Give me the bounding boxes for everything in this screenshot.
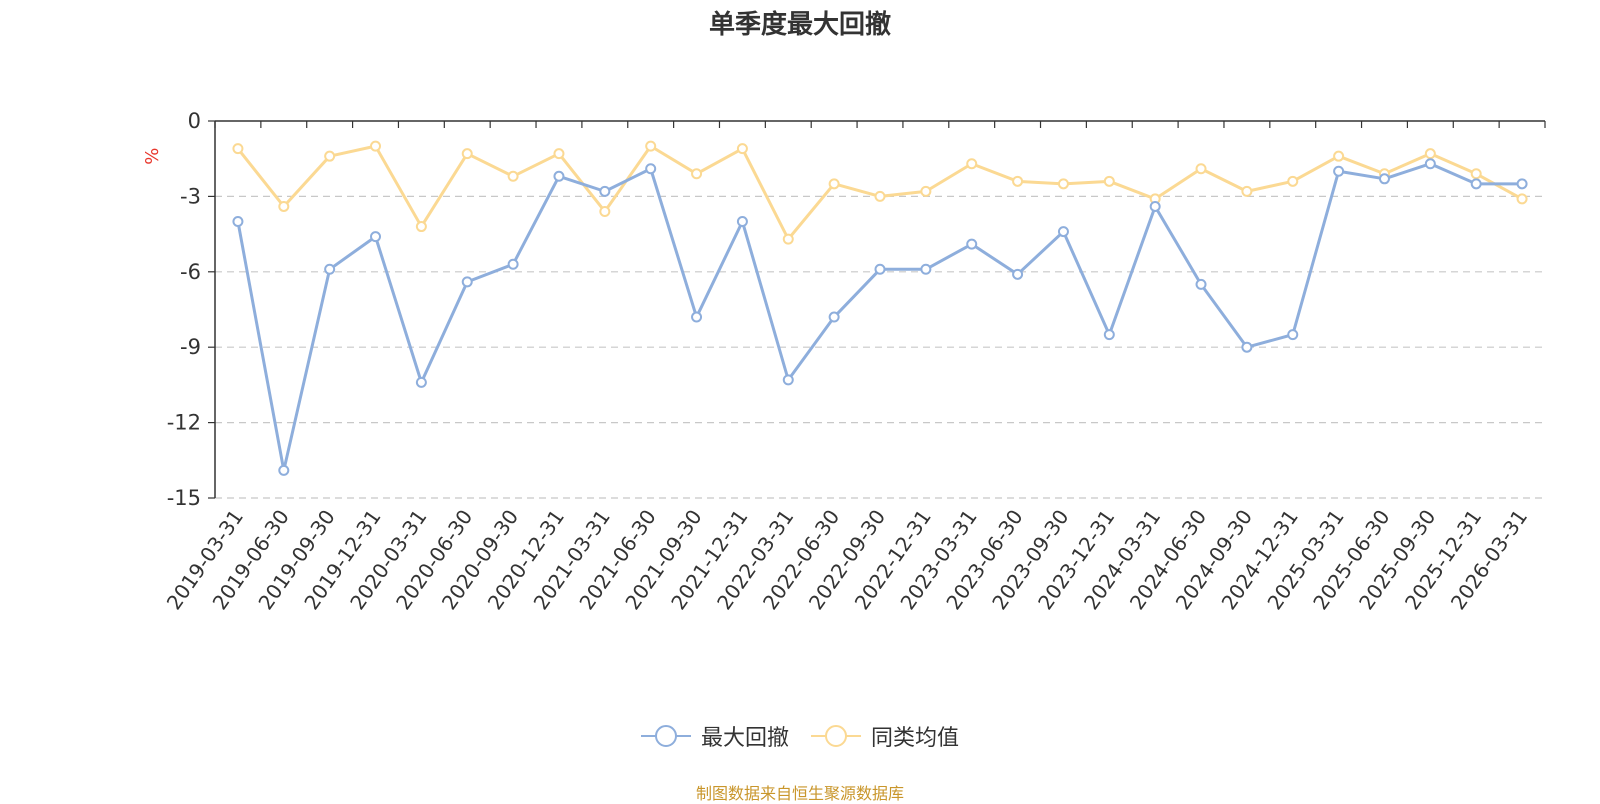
data-point-series-2: [461, 148, 473, 160]
data-point-series-2: [1103, 175, 1115, 187]
legend-label-series-1: 最大回撤: [700, 726, 789, 751]
data-point-series-1: [1424, 158, 1436, 170]
legend-label-series-2: 同类均值: [871, 726, 960, 751]
data-point-series-1: [645, 163, 657, 175]
data-point-series-1: [1195, 278, 1207, 290]
data-point-series-2: [1287, 175, 1299, 187]
data-point-series-2: [1195, 163, 1207, 175]
legend-line-circle-icon-1: [640, 725, 691, 747]
data-point-series-2: [1057, 178, 1069, 190]
data-point-series-2: [1516, 193, 1528, 205]
data-point-series-1: [966, 238, 978, 250]
y-axis-unit-label: %: [142, 148, 163, 165]
y-tick-label: -12: [167, 411, 201, 435]
data-point-series-2: [691, 168, 703, 180]
data-point-series-2: [1333, 150, 1345, 162]
data-point-series-1: [1103, 329, 1115, 341]
data-point-series-2: [278, 200, 290, 212]
data-point-series-2: [736, 143, 748, 155]
chart-title: 单季度最大回撤: [708, 10, 891, 40]
y-tick-label: -9: [180, 335, 201, 359]
grid-lines: [215, 195, 1545, 499]
data-point-series-1: [278, 464, 290, 476]
data-point-series-2: [553, 148, 565, 160]
data-point-series-1: [1287, 329, 1299, 341]
data-point-series-2: [920, 185, 932, 197]
data-point-series-2: [874, 190, 886, 202]
data-point-series-2: [415, 221, 427, 233]
data-point-series-1: [370, 231, 382, 243]
series-lines: [232, 140, 1528, 476]
data-point-series-2: [599, 205, 611, 217]
data-point-series-2: [1012, 175, 1024, 187]
data-point-series-2: [507, 170, 519, 182]
legend: 最大回撤 同类均值: [0, 720, 1600, 752]
data-point-series-1: [324, 263, 336, 275]
data-point-series-1: [415, 376, 427, 388]
y-tick-label: 0: [188, 109, 201, 133]
data-point-series-2: [782, 233, 794, 245]
data-point-series-2: [370, 140, 382, 152]
data-point-series-1: [1057, 226, 1069, 238]
data-point-series-2: [645, 140, 657, 152]
legend-line-circle-icon-2: [811, 725, 861, 747]
data-point-series-1: [1470, 178, 1482, 190]
data-point-series-1: [1516, 178, 1528, 190]
legend-item-series-2[interactable]: 同类均值: [811, 720, 959, 752]
data-point-series-2: [828, 178, 840, 190]
data-point-series-1: [920, 263, 932, 275]
y-tick-label: -15: [167, 486, 201, 510]
y-tick-label: -3: [180, 184, 201, 208]
data-point-series-1: [1333, 165, 1345, 177]
data-point-series-1: [507, 258, 519, 270]
data-point-series-2: [1470, 168, 1482, 180]
data-point-series-1: [736, 216, 748, 228]
data-point-series-1: [461, 276, 473, 288]
y-tick-label: -6: [180, 260, 201, 284]
data-point-series-1: [874, 263, 886, 275]
data-point-series-2: [966, 158, 978, 170]
data-point-series-1: [1241, 341, 1253, 353]
data-point-series-1: [1012, 268, 1024, 280]
legend-item-series-1[interactable]: 最大回撤: [640, 720, 789, 752]
data-point-series-1: [1149, 200, 1161, 212]
data-point-series-2: [1424, 148, 1436, 160]
data-point-series-1: [599, 185, 611, 197]
data-point-series-1: [828, 311, 840, 323]
data-point-series-1: [1378, 173, 1390, 185]
data-point-series-2: [1241, 185, 1253, 197]
data-point-series-1: [232, 216, 244, 228]
source-note: 制图数据来自恒生聚源数据库: [695, 784, 904, 803]
data-point-series-1: [691, 311, 703, 323]
data-point-series-1: [782, 374, 794, 386]
data-point-series-1: [553, 170, 565, 182]
data-point-series-2: [232, 143, 244, 155]
data-point-series-2: [324, 150, 336, 162]
